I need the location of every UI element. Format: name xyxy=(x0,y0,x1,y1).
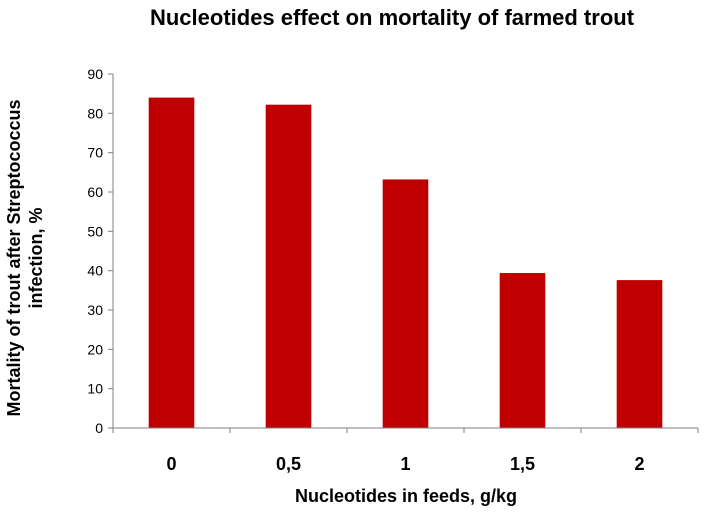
y-tick-label: 30 xyxy=(87,302,103,318)
y-tick-label: 80 xyxy=(87,105,103,121)
y-tick-label: 90 xyxy=(87,66,103,82)
bar-3 xyxy=(499,273,546,428)
x-tick-label: 0,5 xyxy=(276,454,301,474)
bars xyxy=(148,97,663,429)
y-axis-title-line-1: Mortality of trout after Streptococcus xyxy=(4,99,24,416)
y-tick-label: 10 xyxy=(87,381,103,397)
y-axis-title: Mortality of trout after Streptococcus i… xyxy=(4,99,46,416)
x-tick-label: 1,5 xyxy=(510,454,535,474)
bar-2 xyxy=(382,179,429,428)
bar-4 xyxy=(616,280,663,428)
y-tick-label: 50 xyxy=(87,223,103,239)
y-axis-ticks: 0 10 20 30 40 50 60 70 80 90 xyxy=(87,66,113,436)
y-axis-title-line-2: infection, % xyxy=(26,207,46,308)
y-tick-label: 40 xyxy=(87,263,103,279)
x-tick-label: 0 xyxy=(166,454,176,474)
bar-1 xyxy=(265,104,312,429)
y-tick-label: 0 xyxy=(95,420,103,436)
chart-title: Nucleotides effect on mortality of farme… xyxy=(150,5,635,30)
bar-0 xyxy=(148,97,195,428)
y-tick-label: 20 xyxy=(87,341,103,357)
x-tick-label: 2 xyxy=(634,454,644,474)
y-tick-label: 70 xyxy=(87,145,103,161)
y-tick-label: 60 xyxy=(87,184,103,200)
x-axis-ticks: 0 0,5 1 1,5 2 xyxy=(112,428,699,474)
x-axis-title: Nucleotides in feeds, g/kg xyxy=(295,486,517,506)
x-tick-label: 1 xyxy=(400,454,410,474)
